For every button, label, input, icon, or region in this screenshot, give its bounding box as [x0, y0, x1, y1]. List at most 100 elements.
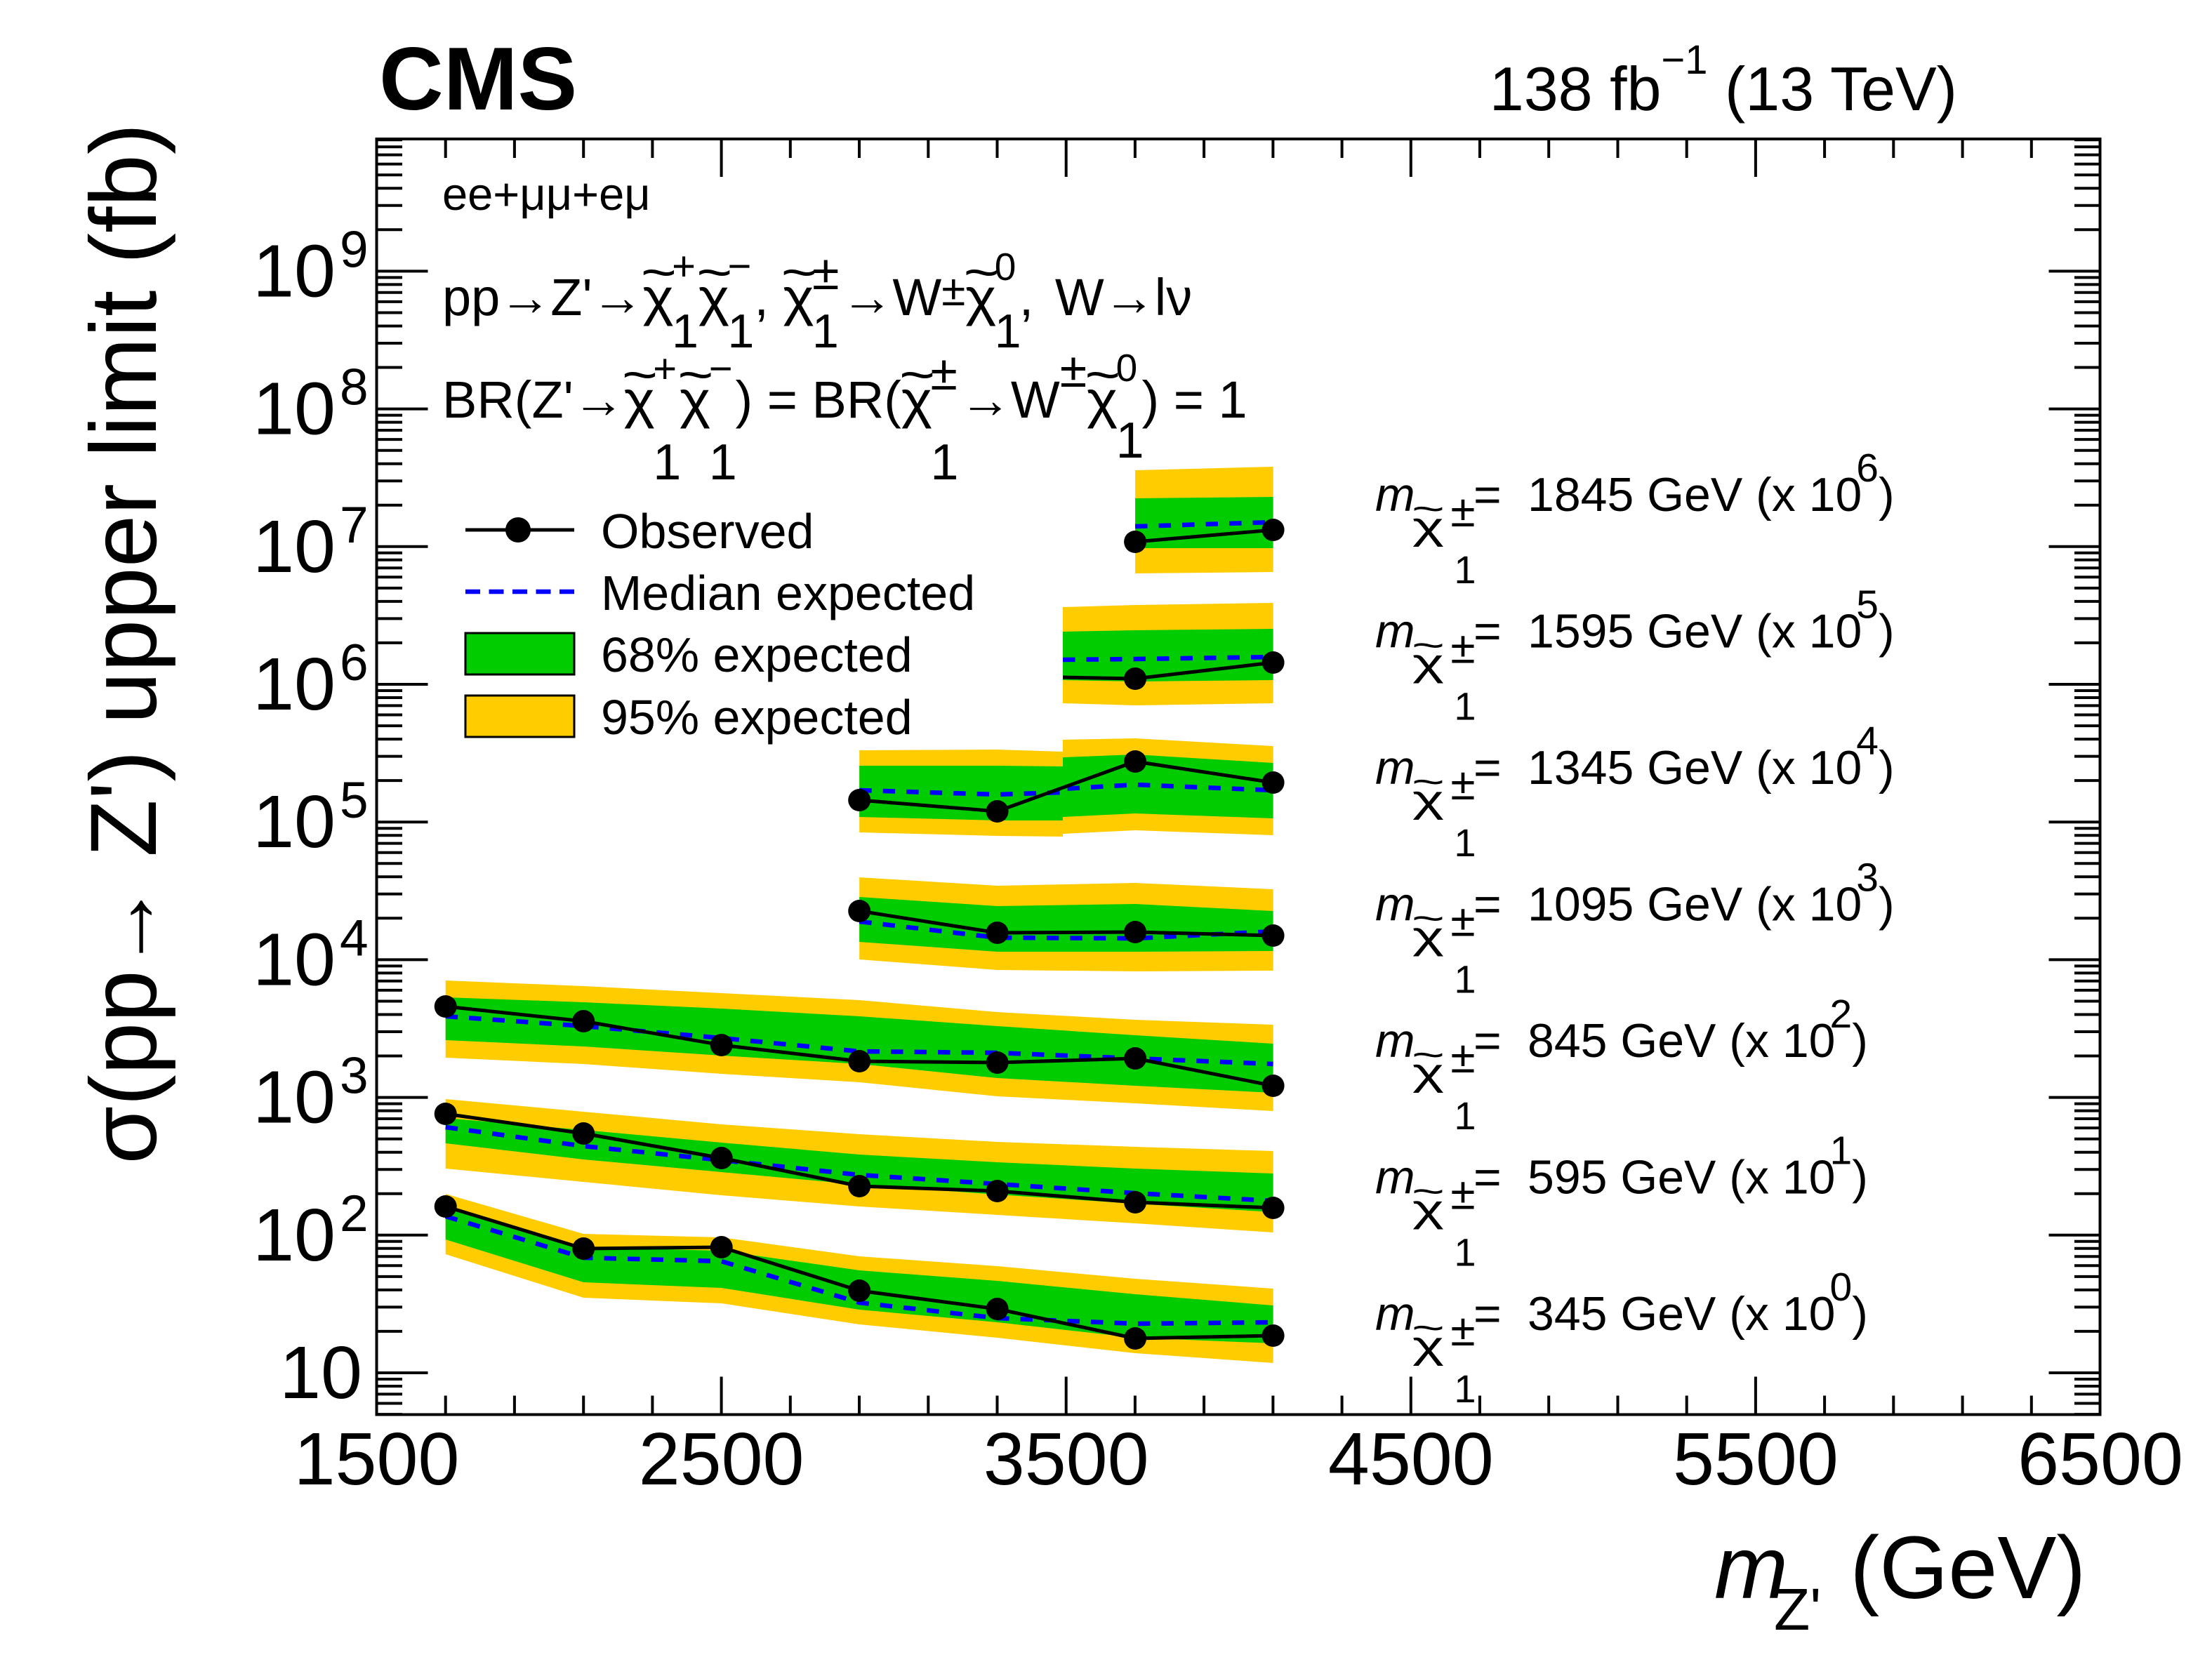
svg-text:~: ~ [622, 345, 658, 404]
svg-text:~: ~ [1412, 1034, 1445, 1076]
svg-text:4: 4 [1856, 719, 1879, 764]
svg-text:m: m [1375, 468, 1415, 521]
svg-text:±: ± [1450, 1032, 1475, 1082]
svg-text:1: 1 [1454, 1367, 1476, 1411]
svg-text:~: ~ [1412, 625, 1445, 667]
svg-text:W: W [1011, 371, 1060, 429]
svg-text:−: − [709, 346, 733, 392]
svg-text:): ) [1879, 878, 1895, 931]
svg-text:~: ~ [1412, 488, 1445, 530]
svg-text:→: → [76, 882, 175, 971]
svg-text:±: ± [812, 245, 839, 300]
svg-text:→: → [841, 268, 893, 326]
svg-text:10: 10 [253, 505, 336, 588]
svg-text:=: = [1473, 1151, 1502, 1204]
svg-text:χ: χ [1412, 778, 1444, 820]
svg-text:1595 GeV (x 10: 1595 GeV (x 10 [1528, 605, 1862, 658]
svg-text:→: → [499, 268, 551, 326]
svg-text:1: 1 [1454, 684, 1476, 729]
svg-text:m: m [1375, 1014, 1415, 1068]
svg-text:+: + [672, 244, 696, 289]
svg-text:595 GeV (x 10: 595 GeV (x 10 [1528, 1151, 1835, 1204]
svg-text:=: = [1473, 1014, 1502, 1068]
svg-text:=: = [1473, 1287, 1502, 1341]
svg-text:CMS: CMS [379, 29, 577, 128]
svg-text:χ: χ [698, 268, 729, 326]
svg-text:χ: χ [965, 268, 996, 326]
svg-text:0: 0 [1830, 1265, 1853, 1310]
svg-text:6: 6 [340, 634, 369, 691]
svg-text:m: m [1375, 605, 1415, 658]
svg-text:1: 1 [1116, 413, 1144, 469]
svg-text:): ) [1852, 1287, 1868, 1341]
svg-text:1: 1 [709, 434, 737, 491]
svg-text:+: + [653, 346, 677, 392]
svg-text:±: ± [1450, 759, 1475, 809]
svg-text:0: 0 [995, 245, 1016, 288]
svg-text:~: ~ [1412, 1307, 1445, 1349]
svg-text:): ) [1879, 605, 1895, 658]
svg-text:~: ~ [1412, 898, 1445, 940]
svg-text:χ: χ [1087, 371, 1118, 429]
svg-text:χ: χ [783, 268, 814, 326]
svg-text:~: ~ [781, 243, 817, 301]
svg-text:2: 2 [340, 1185, 369, 1242]
svg-text:0: 0 [1116, 346, 1138, 390]
svg-text:): ) [1879, 468, 1895, 521]
svg-text:χ: χ [643, 268, 674, 326]
svg-text:=: = [1473, 468, 1502, 521]
svg-text:m: m [1375, 741, 1415, 794]
svg-text:345 GeV (x 10: 345 GeV (x 10 [1528, 1287, 1835, 1341]
svg-text:~: ~ [899, 345, 935, 404]
svg-text:138 fb: 138 fb [1490, 54, 1662, 124]
svg-text:±: ± [1450, 1169, 1475, 1219]
svg-text:5: 5 [1856, 583, 1879, 627]
svg-text:~: ~ [696, 243, 732, 301]
svg-text:3500: 3500 [984, 1418, 1149, 1501]
svg-text:χ: χ [1412, 1051, 1444, 1093]
svg-text:1: 1 [1454, 820, 1476, 865]
svg-text:→: → [960, 371, 1012, 429]
svg-text:10: 10 [253, 780, 336, 863]
svg-text:m: m [1714, 1518, 1788, 1617]
svg-text:~: ~ [641, 243, 677, 301]
svg-text:W: W [1055, 268, 1104, 326]
svg-text:~: ~ [1412, 1171, 1445, 1213]
svg-text:±: ± [1450, 896, 1475, 946]
svg-text:BR(Z': BR(Z' [442, 371, 574, 429]
svg-text:χ: χ [1412, 505, 1444, 547]
svg-text:10: 10 [253, 230, 336, 312]
svg-text:): ) [1852, 1014, 1868, 1068]
svg-text:1: 1 [1454, 957, 1476, 1002]
svg-text:845 GeV (x 10: 845 GeV (x 10 [1528, 1014, 1835, 1068]
svg-text:±: ± [1450, 1305, 1475, 1355]
svg-text:1500: 1500 [294, 1418, 460, 1501]
svg-text:lν: lν [1155, 268, 1192, 326]
svg-text:~: ~ [1412, 761, 1445, 803]
svg-text:~: ~ [964, 243, 1000, 301]
svg-text:σ(pp: σ(pp [72, 970, 176, 1164]
svg-text:3: 3 [1856, 856, 1879, 900]
svg-text:6: 6 [1856, 446, 1879, 491]
svg-text:χ: χ [1412, 1324, 1444, 1367]
svg-text:,: , [754, 268, 769, 326]
svg-text:3: 3 [340, 1048, 369, 1105]
svg-text:4500: 4500 [1328, 1418, 1494, 1501]
svg-text:Z') upper limit (fb): Z') upper limit (fb) [72, 123, 176, 857]
svg-text:→: → [573, 371, 625, 429]
svg-text:χ: χ [624, 371, 655, 429]
svg-text:±: ± [930, 345, 957, 400]
svg-text:1845 GeV (x 10: 1845 GeV (x 10 [1528, 468, 1862, 521]
svg-text:±: ± [1450, 486, 1475, 536]
svg-text:68% expected: 68% expected [601, 627, 913, 682]
svg-text:Observed: Observed [601, 504, 814, 559]
svg-text:95% expected: 95% expected [601, 690, 913, 745]
svg-text:±: ± [1450, 623, 1475, 673]
svg-text:χ: χ [1412, 915, 1444, 957]
svg-text:10: 10 [279, 1331, 362, 1414]
svg-text:χ: χ [1412, 642, 1444, 684]
svg-text:9: 9 [340, 221, 369, 278]
svg-text:10: 10 [253, 1056, 336, 1139]
svg-text:10: 10 [253, 368, 336, 451]
svg-text:5: 5 [340, 772, 369, 829]
